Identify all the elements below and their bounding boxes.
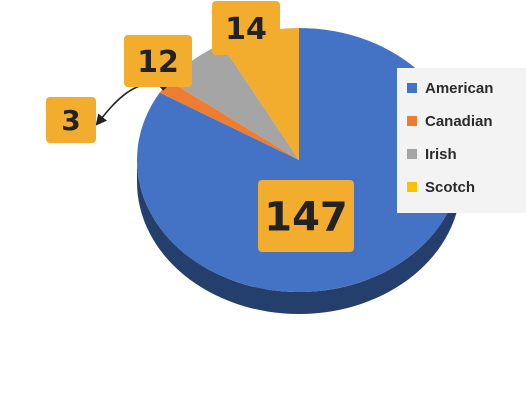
legend-label-canadian: Canadian	[425, 112, 493, 130]
data-label-text: 12	[137, 45, 179, 80]
legend-label-irish: Irish	[425, 145, 457, 163]
legend-label-american: American	[425, 79, 494, 97]
pie-slice-canadian	[159, 80, 299, 160]
pie-slice-scotch	[221, 28, 299, 160]
data-label-canadian: 3	[46, 97, 96, 143]
pie-slices	[137, 28, 461, 292]
data-label-scotch: 14	[212, 1, 280, 55]
pie-data-labels: 147 3 12 14	[46, 1, 354, 252]
data-label-american: 147	[258, 180, 354, 252]
pie-slice-irish	[169, 44, 299, 160]
data-label-irish: 12	[124, 35, 192, 87]
legend-label-scotch: Scotch	[425, 178, 476, 196]
legend-swatch-scotch	[407, 182, 417, 192]
pie-depth-american	[137, 160, 461, 314]
chart-legend: American Canadian Irish Scotch	[397, 68, 526, 213]
data-label-text: 3	[61, 104, 80, 137]
legend-item-canadian: Canadian	[407, 110, 493, 132]
data-label-box	[212, 1, 280, 55]
data-label-box	[46, 97, 96, 143]
legend-item-irish: Irish	[407, 143, 457, 165]
pie-depth	[137, 160, 461, 314]
data-label-box	[124, 35, 192, 87]
data-label-box	[258, 180, 354, 252]
legend-item-american: American	[407, 77, 493, 99]
data-label-text: 14	[225, 12, 267, 47]
legend-swatch-american	[407, 83, 417, 93]
legend-item-scotch: Scotch	[407, 176, 475, 198]
legend-swatch-canadian	[407, 116, 417, 126]
data-label-text: 147	[264, 194, 348, 240]
legend-swatch-irish	[407, 149, 417, 159]
